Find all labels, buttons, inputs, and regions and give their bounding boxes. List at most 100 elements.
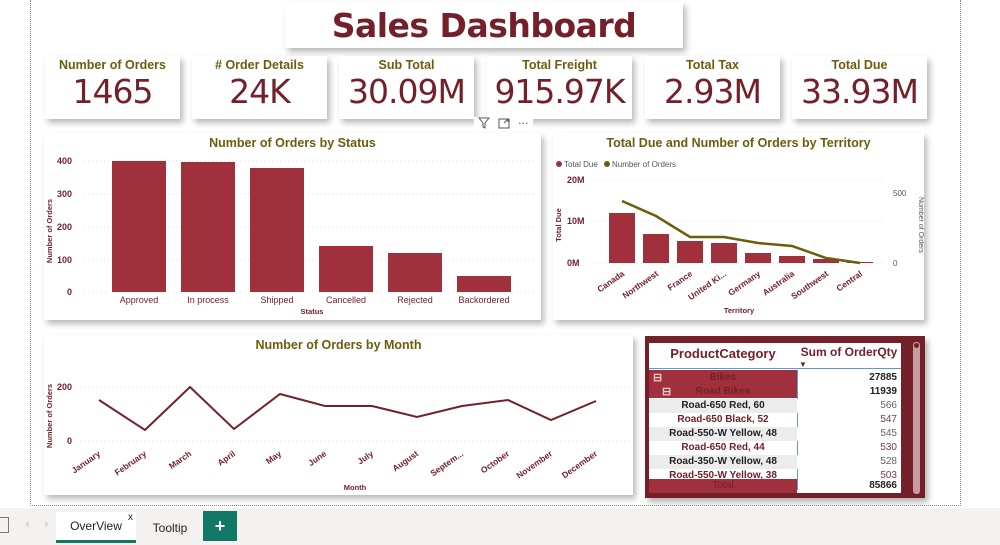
svg-text:500: 500 [893,189,907,198]
filter-icon[interactable] [477,117,491,132]
kpi-label: Sub Total [378,58,435,72]
legend-total-due-marker [556,161,562,167]
svg-text:January: January [70,448,103,475]
kpi-card-total-tax[interactable]: Total Tax 2.93M [645,56,780,119]
svg-text:April: April [216,448,238,467]
svg-text:Number of Orders: Number of Orders [612,160,676,169]
matrix-header: ProductCategory Sum of OrderQty ▼ [649,343,901,369]
month-line-plot: 200 0 Number of Orders January February … [45,382,629,492]
svg-text:August: August [390,448,420,473]
vertical-scrollbar[interactable] [913,342,920,494]
tab-tooltip[interactable]: Tooltip [152,520,188,535]
kpi-label: # Order Details [215,58,304,72]
svg-text:Cancelled: Cancelled [326,295,366,305]
kpi-card-sub-total[interactable]: Sub Total 30.09M [339,56,474,119]
kpi-value: 915.97K [494,72,625,111]
matrix-row[interactable]: Road-650 Red, 60 566 [649,399,901,413]
visual-header: ··· [474,117,533,132]
svg-text:Number of Orders: Number of Orders [45,199,54,263]
svg-text:February: February [113,448,149,477]
kpi-card-order-details[interactable]: # Order Details 24K [192,56,327,119]
matrix-body: ProductCategory Sum of OrderQty ▼ ⊟ Bikes… [649,343,901,493]
svg-text:November: November [514,448,554,480]
svg-text:Total Due: Total Due [564,160,598,169]
focus-mode-icon[interactable] [498,117,510,132]
svg-text:Territory: Territory [724,306,755,315]
scroll-thumb[interactable] [914,343,919,348]
svg-text:Southwest: Southwest [789,268,830,301]
svg-text:Number of Orders: Number of Orders [917,197,924,254]
svg-text:Total Due: Total Due [554,208,563,242]
svg-text:100: 100 [57,255,72,265]
chart-title: Total Due and Number of Orders by Territ… [606,136,871,150]
page-title: Sales Dashboard [331,5,637,45]
svg-text:Rejected: Rejected [397,295,433,305]
kpi-label: Total Due [831,58,888,72]
product-matrix[interactable]: ProductCategory Sum of OrderQty ▼ ⊟ Bikes… [645,336,925,498]
svg-text:July: July [355,448,375,466]
svg-text:0: 0 [893,259,898,268]
svg-text:20M: 20M [567,175,585,185]
svg-text:March: March [167,448,193,471]
svg-text:200: 200 [57,382,72,392]
title-card: Sales Dashboard [285,2,683,48]
page-view-icon[interactable] [0,517,9,533]
next-page-button[interactable]: › [44,517,49,531]
prev-page-button[interactable]: ‹ [25,517,30,531]
kpi-value: 2.93M [664,72,762,111]
svg-text:200: 200 [57,222,72,232]
kpi-card-total-freight[interactable]: Total Freight 915.97K [487,56,632,119]
add-page-button[interactable]: + [203,511,237,541]
svg-text:May: May [264,448,284,466]
svg-text:Shipped: Shipped [260,295,293,305]
kpi-value: 30.09M [348,72,466,111]
header-sum-orderqty[interactable]: Sum of OrderQty ▼ [797,343,901,369]
svg-text:Germany: Germany [726,268,762,297]
kpi-card-total-due[interactable]: Total Due 33.93M [792,56,927,119]
kpi-value: 1465 [72,72,154,111]
legend-orders-marker [604,161,610,167]
orders-by-month-chart[interactable]: Number of Orders by Month 200 0 Number o… [44,335,633,495]
svg-text:Status: Status [301,307,324,316]
matrix-row[interactable]: Road-550-W Yellow, 38 503 [669,470,897,481]
matrix-row[interactable]: Road-550-W Yellow, 48 545 [649,427,901,441]
matrix-row[interactable]: Road-650 Red, 44 530 [681,442,897,453]
svg-text:0: 0 [67,287,72,297]
close-tab-icon[interactable]: x [128,512,133,523]
matrix-row[interactable]: Road-350-W Yellow, 48 528 [649,455,901,469]
matrix-row-bikes[interactable]: ⊟ Bikes 27885 [653,372,897,384]
kpi-label: Number of Orders [59,58,166,72]
orders-by-status-chart[interactable]: Number of Orders by Status Number of Ord… [44,133,541,320]
svg-text:Approved: Approved [120,295,159,305]
svg-text:0M: 0M [567,258,580,268]
matrix-total-row: Total 85866 [649,479,901,493]
matrix-row[interactable]: Road-650 Black, 52 547 [677,414,897,425]
territory-plot: Total Due Number of Orders 20M 10M 0M To… [554,160,924,315]
sort-desc-icon: ▼ [799,360,807,369]
kpi-card-number-of-orders[interactable]: Number of Orders 1465 [45,56,180,119]
svg-text:December: December [560,448,600,480]
more-options-icon[interactable]: ··· [518,117,529,130]
svg-text:400: 400 [57,156,72,166]
header-product-category[interactable]: ProductCategory [670,346,776,361]
collapse-icon[interactable]: ⊟ [653,372,663,384]
svg-text:United Ki...: United Ki... [686,268,728,302]
kpi-label: Total Tax [685,58,739,72]
kpi-value: 24K [229,72,291,111]
chart-title: Number of Orders by Month [255,338,422,352]
svg-text:Septem...: Septem... [428,448,465,478]
tab-overview[interactable]: OverView x [56,512,136,543]
status-bar-plot: Number of Orders 400 300 200 100 0 Appro… [45,156,534,316]
svg-text:June: June [306,448,328,468]
kpi-value: 33.93M [801,72,919,111]
territory-combo-chart[interactable]: Total Due and Number of Orders by Territ… [553,133,924,320]
group-bg [649,370,797,398]
svg-text:0: 0 [67,436,72,446]
matrix-row-road-bikes[interactable]: ⊟ Road Bikes 11939 [662,386,897,398]
svg-text:Number of Orders: Number of Orders [45,384,54,448]
collapse-icon[interactable]: ⊟ [662,386,672,398]
svg-text:Backordered: Backordered [458,295,509,305]
svg-text:Month: Month [344,483,367,492]
svg-text:In process: In process [187,295,229,305]
svg-text:300: 300 [57,189,72,199]
